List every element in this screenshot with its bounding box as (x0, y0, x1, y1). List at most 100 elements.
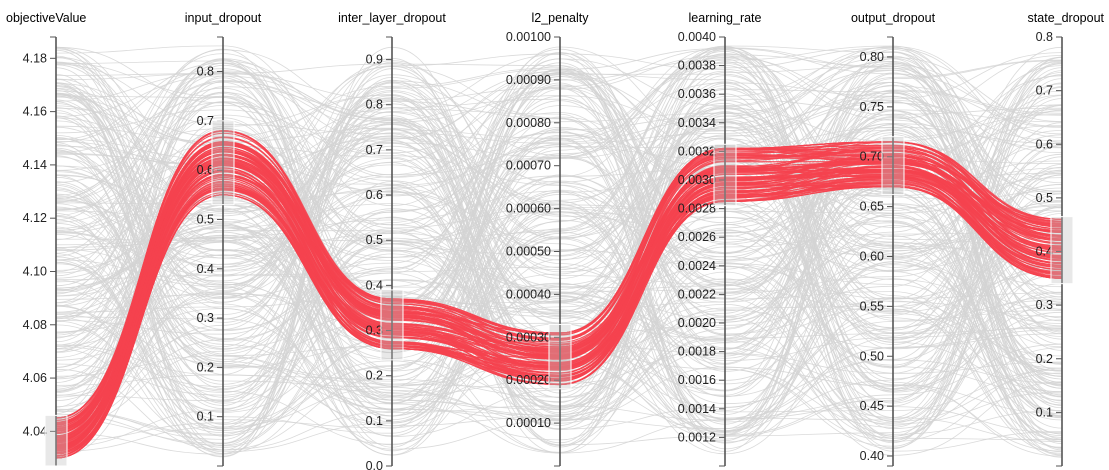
background-line (55, 61, 1063, 458)
tick-label: 0.5 (197, 212, 214, 226)
tick-label: 0.9 (366, 53, 383, 67)
selected-line (55, 136, 1063, 419)
brush-selection[interactable] (380, 289, 404, 361)
selected-line (55, 176, 1063, 454)
background-line (55, 52, 1063, 411)
tick-label: 0.0038 (678, 59, 716, 73)
tick-label: 0.0028 (678, 202, 716, 216)
tick-label: 0.00010 (506, 416, 551, 430)
selected-line (55, 173, 1063, 449)
tick-label: 4.08 (23, 318, 47, 332)
tick-label: 0.3 (197, 311, 214, 325)
tick-label: 0.70 (860, 150, 884, 164)
tick-label: 0.4 (197, 262, 214, 276)
tick-label: 0.7 (1036, 84, 1053, 98)
selected-line (55, 160, 1063, 434)
axis-learning-rate: 0.0012 0.0014 0.0016 0.0018 0.0020 0.0022 0.00… (678, 11, 762, 467)
tick-label: 4.14 (23, 158, 47, 172)
tick-label: 0.0030 (678, 173, 716, 187)
background-line (55, 65, 1063, 434)
tick-label: 4.12 (23, 211, 47, 225)
tick-label: 0.75 (860, 100, 884, 114)
axis-input-dropout: 0.1 0.2 0.3 0.4 0.5 0.6 0.7 0.8 input_dropout (185, 11, 262, 467)
background-line (55, 88, 1063, 454)
tick-label: 0.3 (366, 324, 383, 338)
tick-label: 0.8 (1036, 30, 1053, 44)
tick-label: 0.0020 (678, 316, 716, 330)
tick-label: 0.1 (366, 414, 383, 428)
tick-label: 4.18 (23, 51, 47, 65)
background-line (55, 112, 1063, 297)
axis-state-dropout: 0.1 0.2 0.3 0.4 0.5 0.6 0.7 0.8 state_dropout (1028, 11, 1105, 467)
tick-label: 0.00070 (506, 159, 551, 173)
tick-label: 0.1 (197, 410, 214, 424)
tick-label: 0.60 (860, 249, 884, 263)
tick-label: 0.2 (1036, 352, 1053, 366)
axis-title: objectiveValue (6, 11, 86, 25)
background-line (55, 95, 1063, 446)
tick-label: 4.04 (23, 424, 47, 438)
tick-label: 0.5 (366, 233, 383, 247)
tick-label: 0.0034 (678, 116, 716, 130)
tick-label: 0.2 (366, 369, 383, 383)
tick-label: 0.2 (197, 360, 214, 374)
tick-label: 0.00080 (506, 116, 551, 130)
tick-label: 0.8 (366, 98, 383, 112)
tick-label: 0.6 (366, 188, 383, 202)
brush-selection[interactable] (44, 414, 68, 467)
tick-label: 0.00050 (506, 245, 551, 259)
tick-label: 0.00020 (506, 373, 551, 387)
background-line (55, 95, 1063, 446)
brush-selection[interactable] (1050, 216, 1074, 285)
axis-title: state_dropout (1028, 11, 1105, 25)
brush-selection[interactable] (713, 143, 737, 207)
axis-title: learning_rate (689, 11, 762, 25)
tick-label: 0.50 (860, 349, 884, 363)
background-line (55, 61, 1063, 408)
brush-selection[interactable] (548, 323, 572, 390)
background-line (55, 83, 1063, 381)
axis-title: input_dropout (185, 11, 262, 25)
tick-label: 0.00090 (506, 73, 551, 87)
background-line (55, 128, 1063, 456)
tick-label: 4.16 (23, 105, 47, 119)
tick-label: 0.00040 (506, 287, 551, 301)
tick-label: 4.06 (23, 371, 47, 385)
axis-inter-layer-dropout: 0.0 0.1 0.2 0.3 0.4 0.5 0.6 0.7 0.8 0.9 inter_laye… (338, 11, 446, 470)
background-line (55, 53, 1063, 248)
tick-label: 0.65 (860, 200, 884, 214)
selected-line (55, 158, 1063, 432)
background-line (55, 64, 1063, 364)
background-line (55, 60, 1063, 401)
background-line (55, 112, 1063, 436)
axis-objectiveValue: 4.04 4.06 4.08 4.10 4.12 4.14 4.16 4.18 objectiv… (6, 11, 86, 467)
tick-label: 0.0014 (678, 402, 716, 416)
background-line (55, 67, 1063, 375)
tick-label: 0.4 (366, 278, 383, 292)
brush-selection[interactable] (881, 136, 905, 196)
brush-selection[interactable] (211, 120, 235, 206)
tick-label: 0.8 (197, 65, 214, 79)
background-line (55, 48, 1063, 391)
axis-l2-penalty: 0.00010 0.00020 0.00030 0.00040 0.00050 0.000… (506, 11, 589, 467)
axis-title: output_dropout (851, 11, 936, 25)
tick-label: 0.45 (860, 399, 884, 413)
tick-label: 0.0032 (678, 144, 716, 158)
background-line (55, 82, 1063, 437)
background-line (55, 48, 1063, 424)
tick-label: 0.80 (860, 50, 884, 64)
tick-label: 0.00060 (506, 202, 551, 216)
tick-label: 0.7 (197, 114, 214, 128)
tick-label: 0.6 (197, 163, 214, 177)
tick-label: 0.0024 (678, 259, 716, 273)
background-line (55, 81, 1063, 428)
axis-output-dropout: 0.40 0.45 0.50 0.55 0.60 0.65 0.70 0.75 0.80 outp… (851, 11, 936, 467)
background-line (55, 98, 1063, 442)
tick-label: 0.0012 (678, 430, 716, 444)
tick-label: 0.6 (1036, 137, 1053, 151)
tick-label: 0.0022 (678, 287, 716, 301)
tick-label: 4.10 (23, 264, 47, 278)
tick-label: 0.0018 (678, 345, 716, 359)
background-line (55, 55, 1063, 353)
tick-label: 0.0016 (678, 373, 716, 387)
